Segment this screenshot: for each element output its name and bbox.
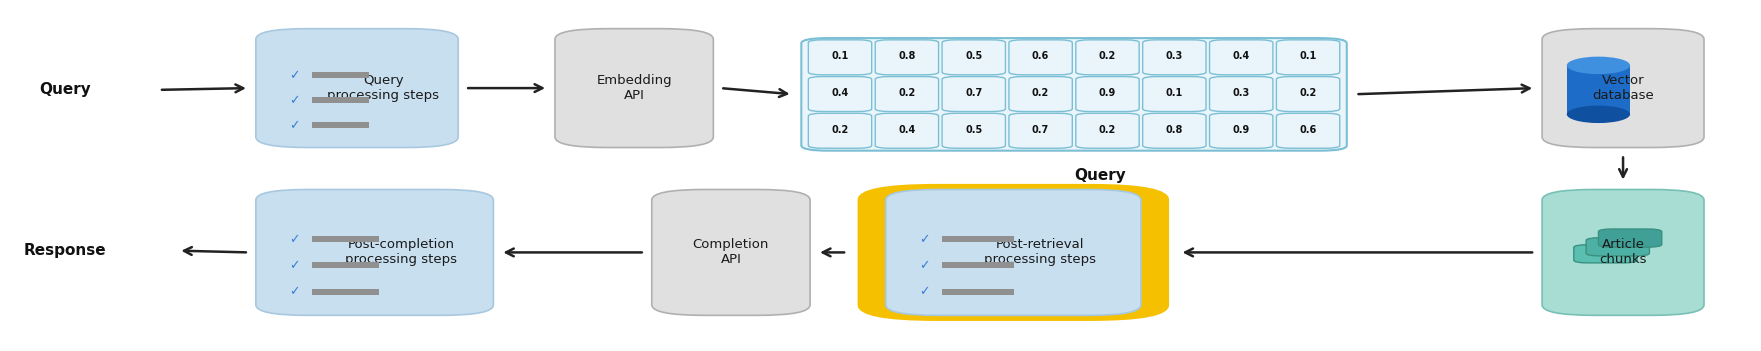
FancyBboxPatch shape [555, 29, 713, 147]
FancyBboxPatch shape [886, 190, 1141, 315]
Text: 0.9: 0.9 [1099, 88, 1116, 98]
FancyBboxPatch shape [1210, 77, 1273, 112]
FancyBboxPatch shape [1277, 77, 1340, 112]
Text: Query: Query [39, 82, 92, 97]
Text: ✓: ✓ [289, 69, 299, 82]
FancyBboxPatch shape [1543, 29, 1705, 147]
FancyBboxPatch shape [801, 38, 1347, 151]
FancyBboxPatch shape [1599, 229, 1662, 247]
FancyBboxPatch shape [652, 190, 810, 315]
Ellipse shape [1567, 57, 1631, 74]
FancyBboxPatch shape [1143, 40, 1206, 75]
Text: Response: Response [23, 243, 106, 258]
Text: Article
chunks: Article chunks [1599, 238, 1647, 266]
Text: 0.7: 0.7 [1032, 125, 1050, 135]
Text: 0.5: 0.5 [965, 125, 983, 135]
Text: 0.6: 0.6 [1032, 52, 1050, 61]
Text: 0.2: 0.2 [898, 88, 916, 98]
FancyBboxPatch shape [808, 77, 872, 112]
FancyBboxPatch shape [858, 184, 1169, 321]
Bar [312, 122, 368, 128]
FancyBboxPatch shape [875, 40, 939, 75]
FancyBboxPatch shape [1076, 113, 1139, 148]
Text: Post-retrieval
processing steps: Post-retrieval processing steps [984, 238, 1095, 266]
Text: 0.9: 0.9 [1233, 125, 1250, 135]
Text: Embedding
API: Embedding API [597, 74, 673, 102]
Ellipse shape [1567, 106, 1631, 123]
FancyBboxPatch shape [1009, 77, 1072, 112]
Text: ✓: ✓ [919, 259, 930, 272]
Bar [942, 289, 1014, 295]
FancyBboxPatch shape [1009, 40, 1072, 75]
Text: 0.3: 0.3 [1233, 88, 1250, 98]
FancyBboxPatch shape [942, 77, 1006, 112]
FancyBboxPatch shape [1076, 40, 1139, 75]
Text: ✓: ✓ [289, 94, 299, 107]
FancyBboxPatch shape [875, 77, 939, 112]
Bar [312, 262, 379, 269]
Text: 0.2: 0.2 [1032, 88, 1050, 98]
FancyBboxPatch shape [1009, 113, 1072, 148]
FancyBboxPatch shape [1076, 77, 1139, 112]
Text: 0.6: 0.6 [1300, 125, 1317, 135]
Text: 0.8: 0.8 [1166, 125, 1183, 135]
Text: 0.2: 0.2 [1300, 88, 1317, 98]
Text: 0.3: 0.3 [1166, 52, 1183, 61]
Bar [312, 97, 368, 104]
FancyBboxPatch shape [255, 190, 493, 315]
FancyBboxPatch shape [1587, 238, 1650, 256]
Text: 0.1: 0.1 [1300, 52, 1317, 61]
FancyBboxPatch shape [255, 29, 458, 147]
FancyBboxPatch shape [875, 113, 939, 148]
Text: 0.8: 0.8 [898, 52, 916, 61]
Text: 0.7: 0.7 [965, 88, 983, 98]
Text: ✓: ✓ [289, 286, 299, 299]
Bar [312, 72, 368, 78]
Text: Post-completion
processing steps: Post-completion processing steps [345, 238, 458, 266]
Bar [312, 236, 379, 242]
Bar [942, 236, 1014, 242]
Text: 0.2: 0.2 [1099, 125, 1116, 135]
FancyBboxPatch shape [1277, 40, 1340, 75]
FancyBboxPatch shape [1574, 245, 1638, 263]
Text: 0.4: 0.4 [898, 125, 916, 135]
FancyBboxPatch shape [1143, 77, 1206, 112]
Text: Query: Query [1074, 168, 1127, 183]
FancyBboxPatch shape [808, 113, 872, 148]
Bar [942, 262, 1014, 269]
FancyBboxPatch shape [1210, 113, 1273, 148]
Bar [1567, 65, 1631, 114]
FancyBboxPatch shape [1143, 113, 1206, 148]
Text: ✓: ✓ [289, 259, 299, 272]
Text: ✓: ✓ [289, 119, 299, 132]
FancyBboxPatch shape [808, 40, 872, 75]
Text: 0.1: 0.1 [1166, 88, 1183, 98]
FancyBboxPatch shape [1210, 40, 1273, 75]
Text: Query
processing steps: Query processing steps [328, 74, 440, 102]
Text: ✓: ✓ [919, 286, 930, 299]
Text: 0.2: 0.2 [831, 125, 849, 135]
Text: Completion
API: Completion API [692, 238, 770, 266]
Text: 0.2: 0.2 [1099, 52, 1116, 61]
Text: 0.1: 0.1 [831, 52, 849, 61]
FancyBboxPatch shape [942, 113, 1006, 148]
Text: ✓: ✓ [289, 233, 299, 246]
Text: Vector
database: Vector database [1592, 74, 1654, 102]
Bar [312, 289, 379, 295]
Text: ✓: ✓ [919, 233, 930, 246]
Text: 0.4: 0.4 [1233, 52, 1250, 61]
FancyBboxPatch shape [1543, 190, 1705, 315]
Text: 0.5: 0.5 [965, 52, 983, 61]
FancyBboxPatch shape [1277, 113, 1340, 148]
Text: 0.4: 0.4 [831, 88, 849, 98]
FancyBboxPatch shape [942, 40, 1006, 75]
